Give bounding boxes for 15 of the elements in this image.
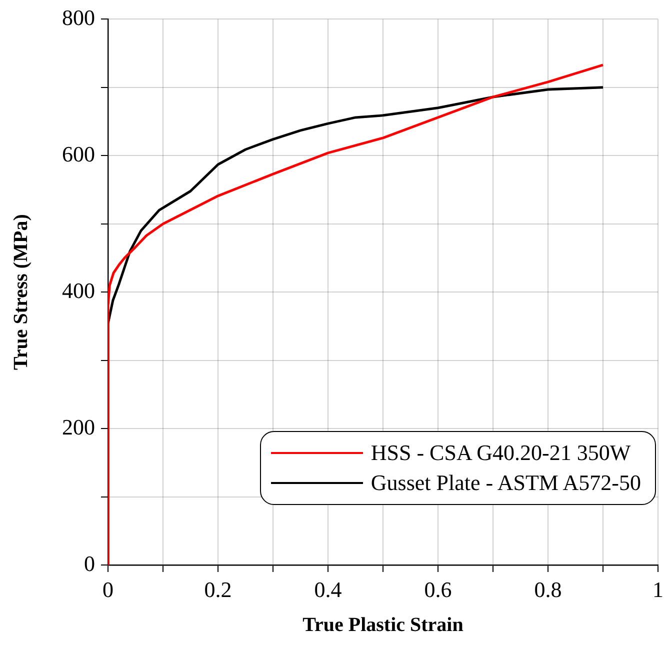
x-tick-label: 0.8 [534, 576, 562, 602]
y-tick-label: 0 [84, 550, 95, 576]
legend-label: HSS - CSA G40.20-21 350W [370, 439, 631, 467]
x-tick-label: 0.4 [314, 576, 342, 602]
y-tick-label: 600 [62, 141, 95, 166]
x-tick-label: 1 [652, 576, 664, 602]
legend-label: Gusset Plate - ASTM A572-50 [370, 469, 641, 497]
y-tick-label: 200 [62, 414, 95, 440]
x-axis-title: True Plastic Strain [302, 614, 464, 636]
x-tick-label: 0.6 [424, 576, 452, 602]
x-tick-label: 0 [102, 576, 114, 602]
x-tick-label: 0.2 [204, 576, 232, 602]
y-tick-label: 800 [62, 4, 95, 30]
y-tick-label: 400 [62, 278, 95, 303]
y-axis-title: True Stress (MPa) [10, 214, 32, 370]
